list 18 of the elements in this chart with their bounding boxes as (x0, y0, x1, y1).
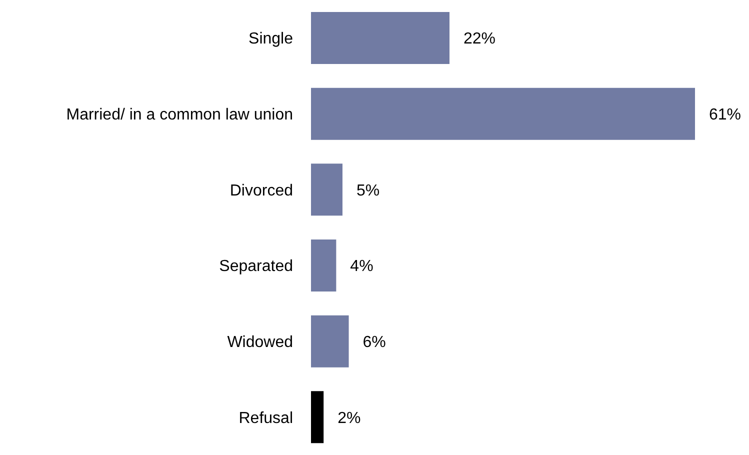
y-tick-label: Refusal (238, 410, 293, 427)
bar (311, 12, 450, 64)
data-label: 22% (463, 30, 496, 48)
bar (311, 240, 336, 292)
data-label: 6% (362, 334, 386, 352)
data-label: 4% (350, 258, 374, 276)
y-tick-label: Single (248, 30, 294, 48)
data-label: 61% (709, 106, 742, 124)
bar (311, 88, 695, 140)
data-label: 2% (338, 410, 361, 427)
y-tick-label: Separated (219, 258, 293, 276)
data-label: 5% (356, 182, 380, 200)
bar (311, 164, 342, 216)
y-tick-label: Widowed (227, 334, 293, 351)
y-tick-label: Married/ in a common law union (66, 106, 293, 124)
y-tick-label: Divorced (230, 182, 293, 200)
bar (311, 315, 349, 368)
bar (311, 391, 324, 444)
